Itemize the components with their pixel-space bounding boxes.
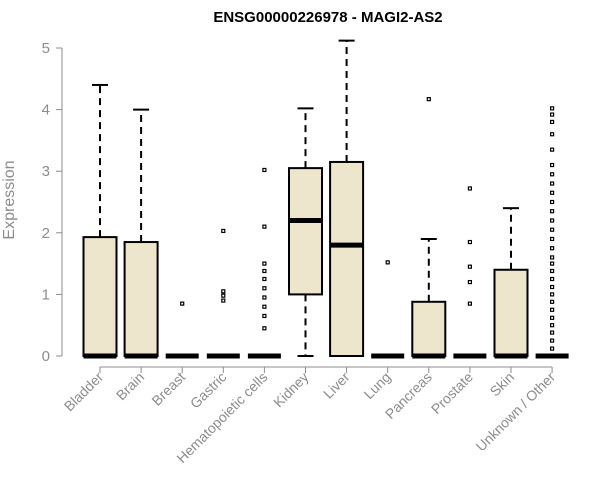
y-tick-label: 0 (42, 348, 50, 365)
outlier-point (549, 330, 555, 335)
box-pancreas (411, 97, 447, 359)
outlier-point (549, 276, 555, 282)
box-body (329, 160, 365, 357)
outlier-point (221, 293, 226, 298)
outlier-point (262, 313, 267, 319)
x-tick-label: Lung (360, 369, 393, 402)
outlier-point (549, 106, 555, 111)
outlier-point (549, 218, 555, 223)
outlier-point (385, 260, 390, 265)
outlier-point (549, 236, 555, 242)
outlier-point (467, 301, 472, 306)
outlier-point (549, 172, 555, 177)
box-brain (123, 108, 159, 359)
outlier-point (549, 284, 555, 290)
box-skin (493, 207, 529, 359)
x-tick-label: Skin (487, 369, 518, 400)
outlier-point (467, 186, 472, 191)
x-tick-label: Liver (320, 369, 353, 402)
box-body (123, 241, 159, 357)
x-tick-label: Bladder (61, 369, 107, 415)
box-lung (371, 260, 405, 359)
outlier-point (262, 295, 267, 300)
box-body (411, 300, 447, 357)
outlier-point (180, 301, 185, 306)
outlier-point (549, 338, 555, 343)
outlier-point (262, 276, 267, 282)
x-tick-label: Kidney (270, 369, 312, 411)
box-body (288, 167, 323, 296)
box-hematopoietic-cells (247, 167, 281, 359)
boxes (82, 39, 569, 359)
box-liver (329, 39, 365, 357)
outlier-point (262, 224, 267, 229)
outlier-point (549, 323, 555, 328)
outlier-point (549, 307, 555, 312)
outlier-point (262, 167, 267, 173)
box-body (493, 268, 529, 358)
y-tick-label: 2 (42, 225, 50, 242)
outlier-point (221, 228, 226, 234)
outlier-point (549, 199, 555, 205)
y-tick-label: 4 (42, 102, 50, 119)
outlier-point (262, 286, 267, 291)
x-tick-label: Breast (148, 369, 188, 409)
box-body (82, 236, 118, 357)
outlier-point (549, 209, 555, 214)
y-tick-label: 5 (42, 40, 50, 57)
outlier-point (549, 190, 555, 195)
box-gastric (206, 228, 240, 359)
y-tick-label: 1 (42, 286, 50, 303)
y-axis-label: Expression (1, 160, 18, 239)
outlier-point (549, 132, 555, 137)
outlier-point (467, 264, 472, 269)
x-tick-label: Brain (113, 369, 147, 403)
outlier-point (549, 261, 555, 266)
box-bladder (82, 83, 118, 359)
outlier-point (426, 97, 431, 102)
outlier-point (262, 261, 267, 266)
outlier-point (262, 268, 267, 274)
outlier-point (549, 292, 555, 297)
outlier-point (467, 239, 472, 245)
outlier-point (262, 304, 267, 309)
outlier-point (549, 181, 555, 186)
outlier-point (549, 246, 555, 251)
outlier-point (549, 315, 555, 320)
box-prostate (453, 186, 487, 359)
outlier-point (549, 299, 555, 304)
outlier-point (221, 289, 226, 294)
x-tick-label: Prostate (428, 369, 476, 417)
outlier-point (549, 268, 555, 274)
outlier-point (549, 255, 555, 260)
outlier-point (467, 279, 472, 285)
box-kidney (288, 107, 323, 357)
outlier-point (549, 227, 555, 232)
outlier-point (549, 346, 555, 351)
box-unknown-other (535, 106, 569, 359)
box-breast (165, 301, 199, 359)
outlier-point (549, 162, 555, 168)
outlier-point (262, 326, 267, 331)
outlier-point (549, 147, 555, 152)
chart-title: ENSG00000226978 - MAGI2-AS2 (213, 9, 442, 26)
outlier-point (221, 298, 226, 303)
outlier-point (549, 119, 555, 125)
y-tick-label: 3 (42, 163, 50, 180)
outlier-point (549, 112, 555, 117)
